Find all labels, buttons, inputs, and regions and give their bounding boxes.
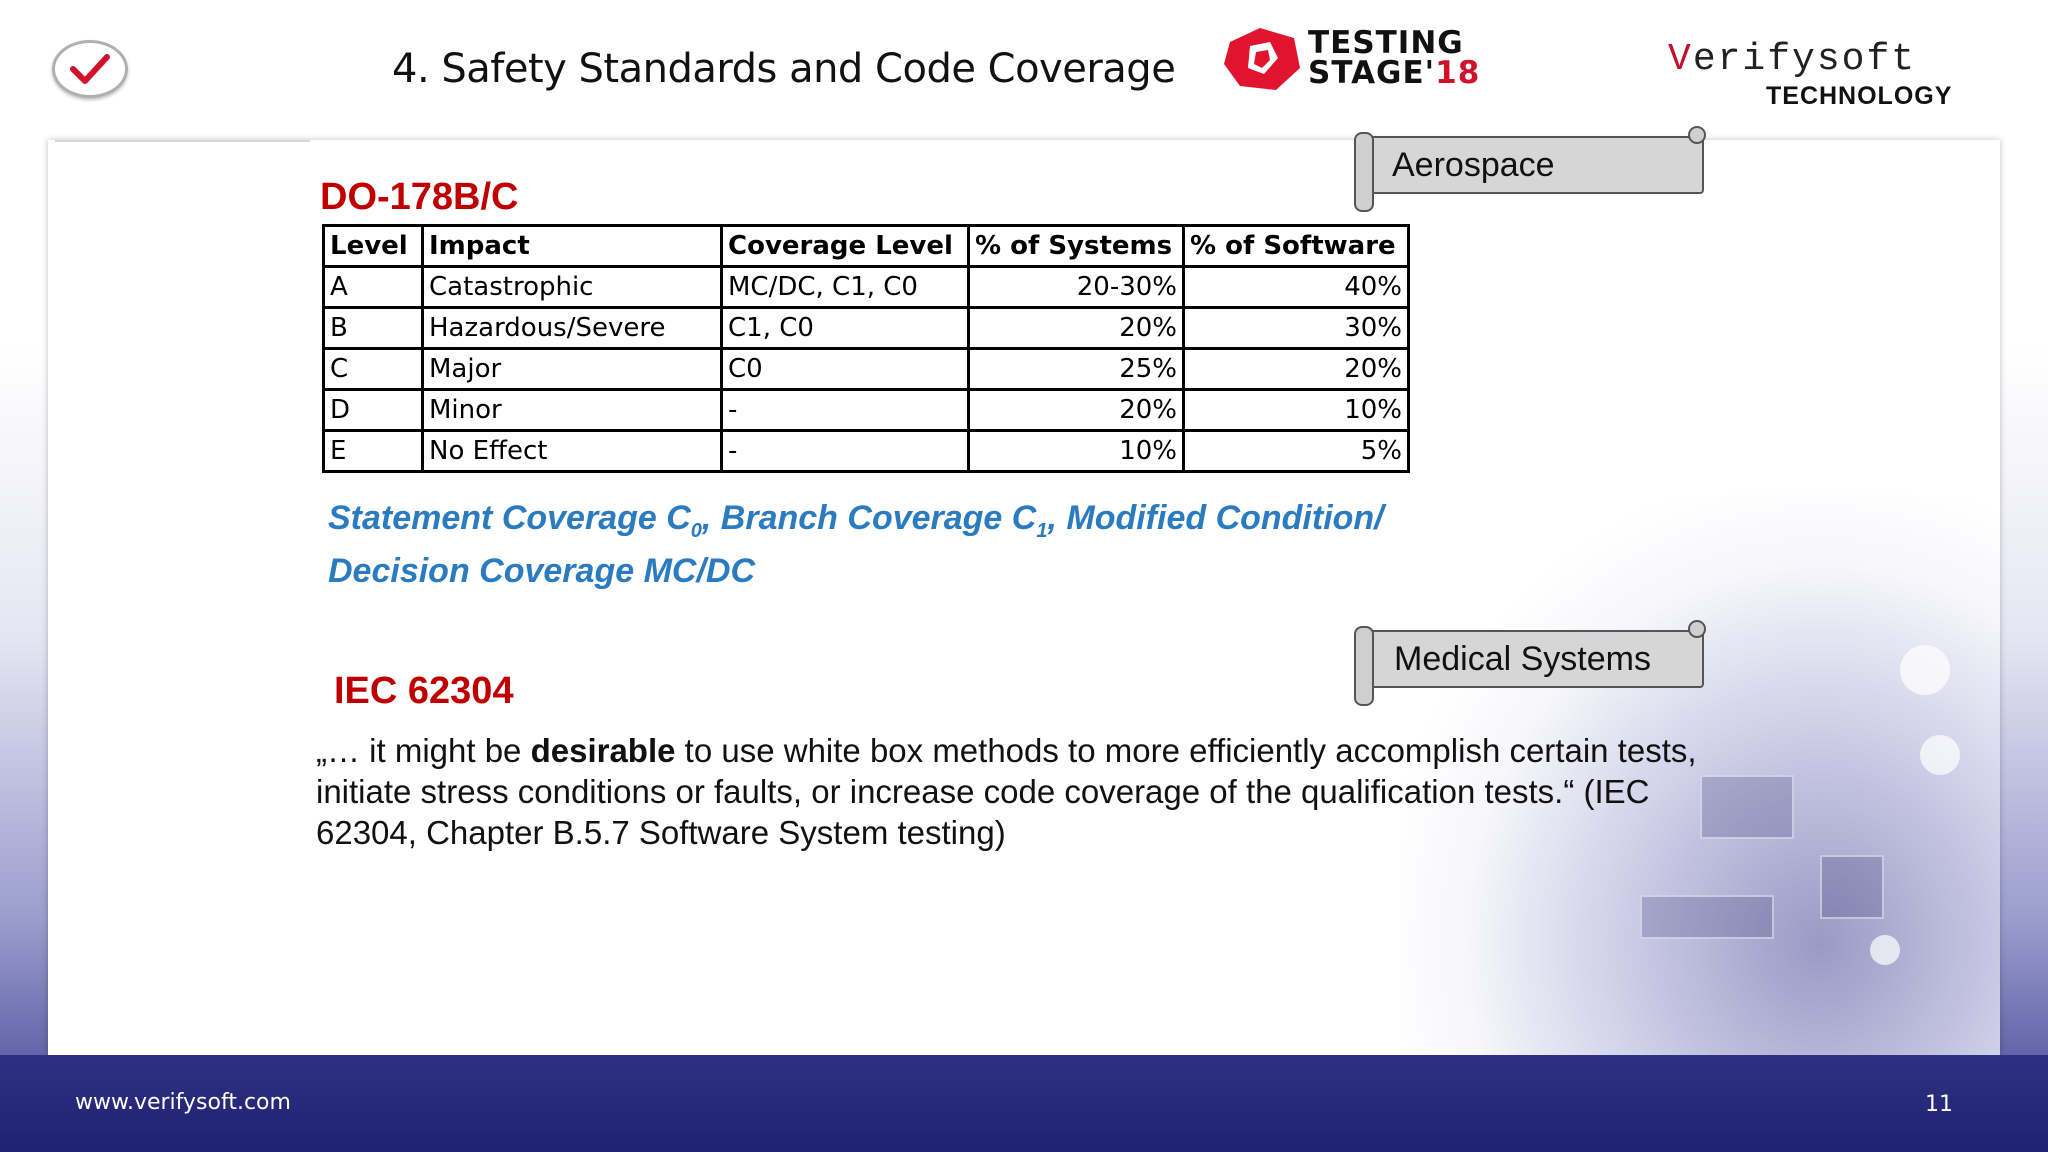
cell-impact: Catastrophic: [421, 265, 723, 309]
table-row: E No Effect - 10% 5%: [322, 429, 1410, 473]
table-row: C Major C0 25% 20%: [322, 347, 1410, 391]
cell-coverage: -: [720, 388, 970, 432]
page-number: 11: [1925, 1092, 1953, 1117]
scroll-curl-left-icon: [1354, 132, 1374, 212]
aerospace-scroll-tag: Aerospace: [1354, 126, 1706, 212]
verifysoft-rest: erifysoft: [1692, 38, 1917, 81]
slide-title: 4. Safety Standards and Code Coverage: [392, 46, 1176, 92]
cell-software: 20%: [1182, 347, 1410, 391]
coverage-table: Level Impact Coverage Level % of Systems…: [322, 224, 1410, 473]
aerospace-tag-label: Aerospace: [1392, 146, 1555, 184]
quote-before: „… it might be: [316, 732, 531, 769]
testing-stage-emblem-icon: [1224, 28, 1300, 90]
cell-impact: No Effect: [421, 429, 723, 473]
testing-stage-year: 18: [1435, 55, 1481, 91]
cell-impact: Minor: [421, 388, 723, 432]
quote-after: to use white box methods to more efficie…: [316, 732, 1697, 851]
testing-stage-wordmark: TESTING STAGE'18: [1308, 25, 1481, 91]
iec62304-heading: IEC 62304: [334, 670, 514, 712]
table-row: D Minor - 20% 10%: [322, 388, 1410, 432]
header-divider: [55, 140, 310, 142]
note-sub0: 0: [690, 519, 702, 542]
testing-stage-logo: [1220, 24, 1490, 94]
testing-stage-line2: STAGE'18: [1308, 55, 1481, 91]
col-coverage-level: Coverage Level: [720, 224, 970, 268]
note-sub1: 1: [1036, 519, 1048, 542]
cell-coverage: -: [720, 429, 970, 473]
note-part2: , Branch Coverage C: [701, 499, 1037, 537]
col-software: % of Software: [1182, 224, 1410, 268]
quote-bold: desirable: [530, 732, 676, 769]
cell-software: 10%: [1182, 388, 1410, 432]
cell-level: E: [322, 429, 424, 473]
scroll-curl-left-icon: [1354, 626, 1374, 706]
cell-coverage: C0: [720, 347, 970, 391]
note-part1: Statement Coverage C: [328, 499, 691, 537]
col-level: Level: [322, 224, 424, 268]
cell-software: 40%: [1182, 265, 1410, 309]
cell-systems: 20-30%: [967, 265, 1185, 309]
cell-level: B: [322, 306, 424, 350]
scroll-curl-right-icon: [1688, 126, 1706, 144]
footer-bar: [0, 1055, 2048, 1152]
testing-stage-word: STAGE': [1308, 55, 1436, 91]
cell-impact: Hazardous/Severe: [421, 306, 723, 350]
coverage-definition-note: Statement Coverage C0, Branch Coverage C…: [328, 498, 1428, 591]
table-row: A Catastrophic MC/DC, C1, C0 20-30% 40%: [322, 265, 1410, 309]
col-systems: % of Systems: [967, 224, 1185, 268]
testing-stage-line1: TESTING: [1308, 25, 1464, 61]
cell-software: 30%: [1182, 306, 1410, 350]
medical-tag-label: Medical Systems: [1394, 640, 1651, 678]
cell-systems: 10%: [967, 429, 1185, 473]
cell-impact: Major: [421, 347, 723, 391]
cell-level: D: [322, 388, 424, 432]
verifysoft-wordmark: Verifysoft: [1668, 38, 1916, 81]
do178-heading: DO-178B/C: [320, 176, 519, 218]
table-header-row: Level Impact Coverage Level % of Systems…: [322, 224, 1410, 268]
scroll-curl-right-icon: [1688, 620, 1706, 638]
cell-systems: 25%: [967, 347, 1185, 391]
cell-systems: 20%: [967, 388, 1185, 432]
cell-software: 5%: [1182, 429, 1410, 473]
circuit-board-image: [1400, 495, 2000, 1055]
cell-coverage: MC/DC, C1, C0: [720, 265, 970, 309]
verifysoft-v: V: [1668, 38, 1693, 81]
iec-quote: „… it might be desirable to use white bo…: [316, 730, 1716, 853]
table-row: B Hazardous/Severe C1, C0 20% 30%: [322, 306, 1410, 350]
cell-systems: 20%: [967, 306, 1185, 350]
footer-url[interactable]: www.verifysoft.com: [75, 1090, 291, 1115]
cell-level: A: [322, 265, 424, 309]
check-logo-icon: [52, 40, 128, 98]
col-impact: Impact: [421, 224, 723, 268]
medical-scroll-tag: Medical Systems: [1354, 620, 1706, 706]
note-part3: , Modified Condition/ Decision Coverage …: [328, 499, 1384, 590]
verifysoft-technology: TECHNOLOGY: [1766, 82, 1953, 110]
cell-coverage: C1, C0: [720, 306, 970, 350]
cell-level: C: [322, 347, 424, 391]
